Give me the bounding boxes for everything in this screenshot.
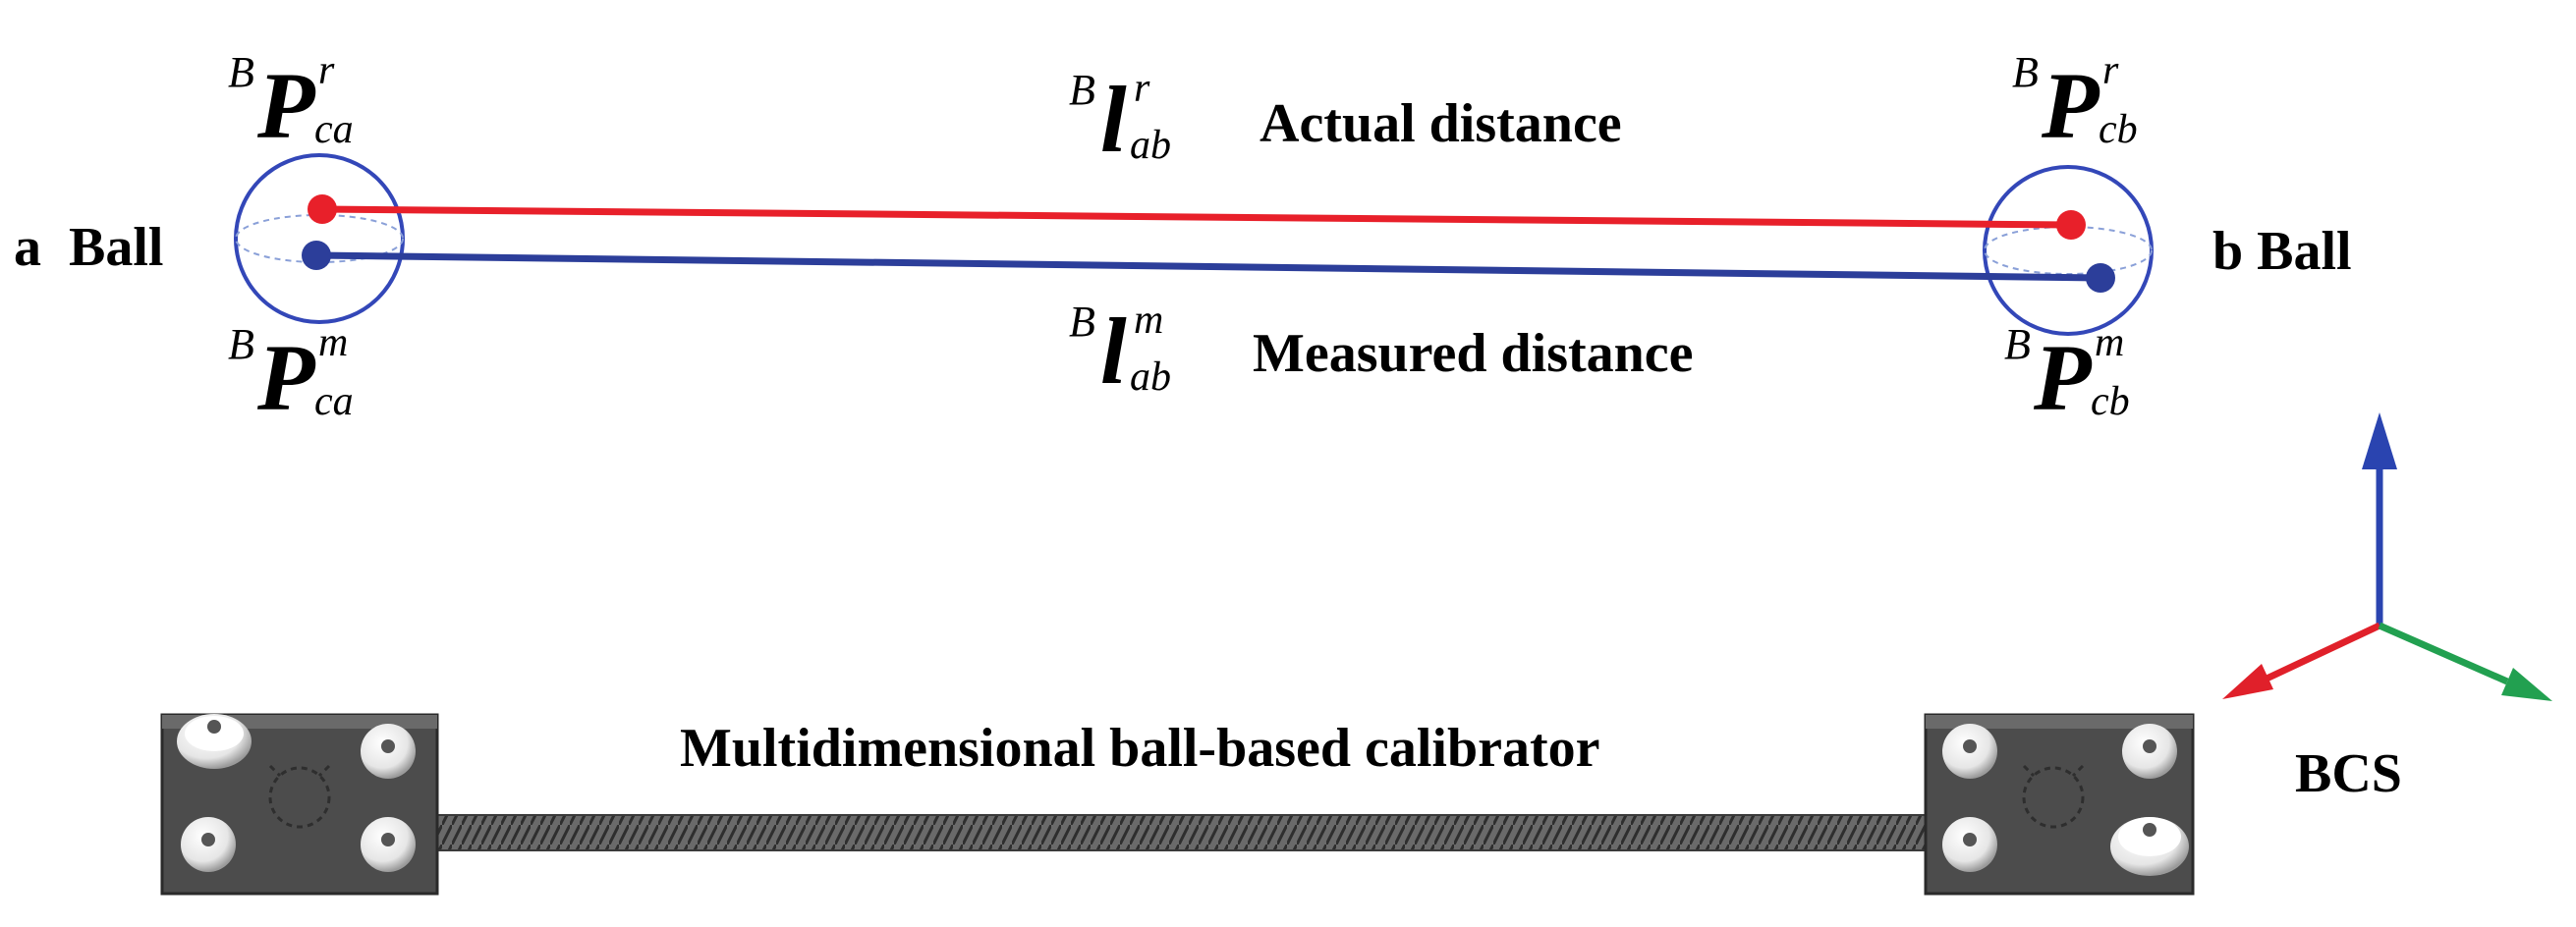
measured-point-b	[2086, 263, 2115, 293]
calibrator-plate-right	[1924, 713, 2195, 896]
bolt-icon	[181, 817, 236, 872]
bolt-icon	[2110, 817, 2189, 876]
bcs-label: BCS	[2295, 743, 2402, 804]
actual-distance-label: Actual distance	[1260, 93, 1622, 154]
measured-distance-label: Measured distance	[1253, 323, 1694, 384]
symbol-p-cb-m: B P m cb	[2004, 320, 2130, 430]
actual-distance-line	[321, 205, 2072, 229]
actual-point-b	[2056, 210, 2086, 240]
bolt-icon	[1942, 817, 1997, 872]
bolt-icon	[2122, 724, 2177, 779]
ball-a-label: a Ball	[14, 217, 164, 278]
calibrator-rod	[433, 814, 1929, 851]
ball-a	[234, 153, 405, 324]
calibrator-label: Multidimensional ball-based calibrator	[680, 718, 1600, 779]
measured-distance-line	[315, 251, 2101, 282]
measured-point-a	[302, 241, 331, 270]
bolt-icon	[361, 724, 416, 779]
symbol-l-ab-m: B l m ab	[1069, 298, 1171, 404]
ball-b-label: b Ball	[2212, 221, 2352, 282]
bolt-icon	[361, 817, 416, 872]
symbol-l-ab-r: B l r ab	[1069, 66, 1171, 172]
bolt-icon	[1942, 724, 1997, 779]
bolt-icon	[177, 714, 252, 769]
symbol-p-cb-r: B P r cb	[2012, 48, 2138, 158]
bcs-axes	[2222, 412, 2552, 701]
symbol-p-ca-m: B P m ca	[228, 320, 354, 430]
symbol-p-ca-r: B P r ca	[228, 48, 354, 158]
actual-point-a	[308, 194, 337, 224]
ball-b	[1983, 165, 2154, 336]
calibrator-plate-left	[160, 713, 439, 896]
